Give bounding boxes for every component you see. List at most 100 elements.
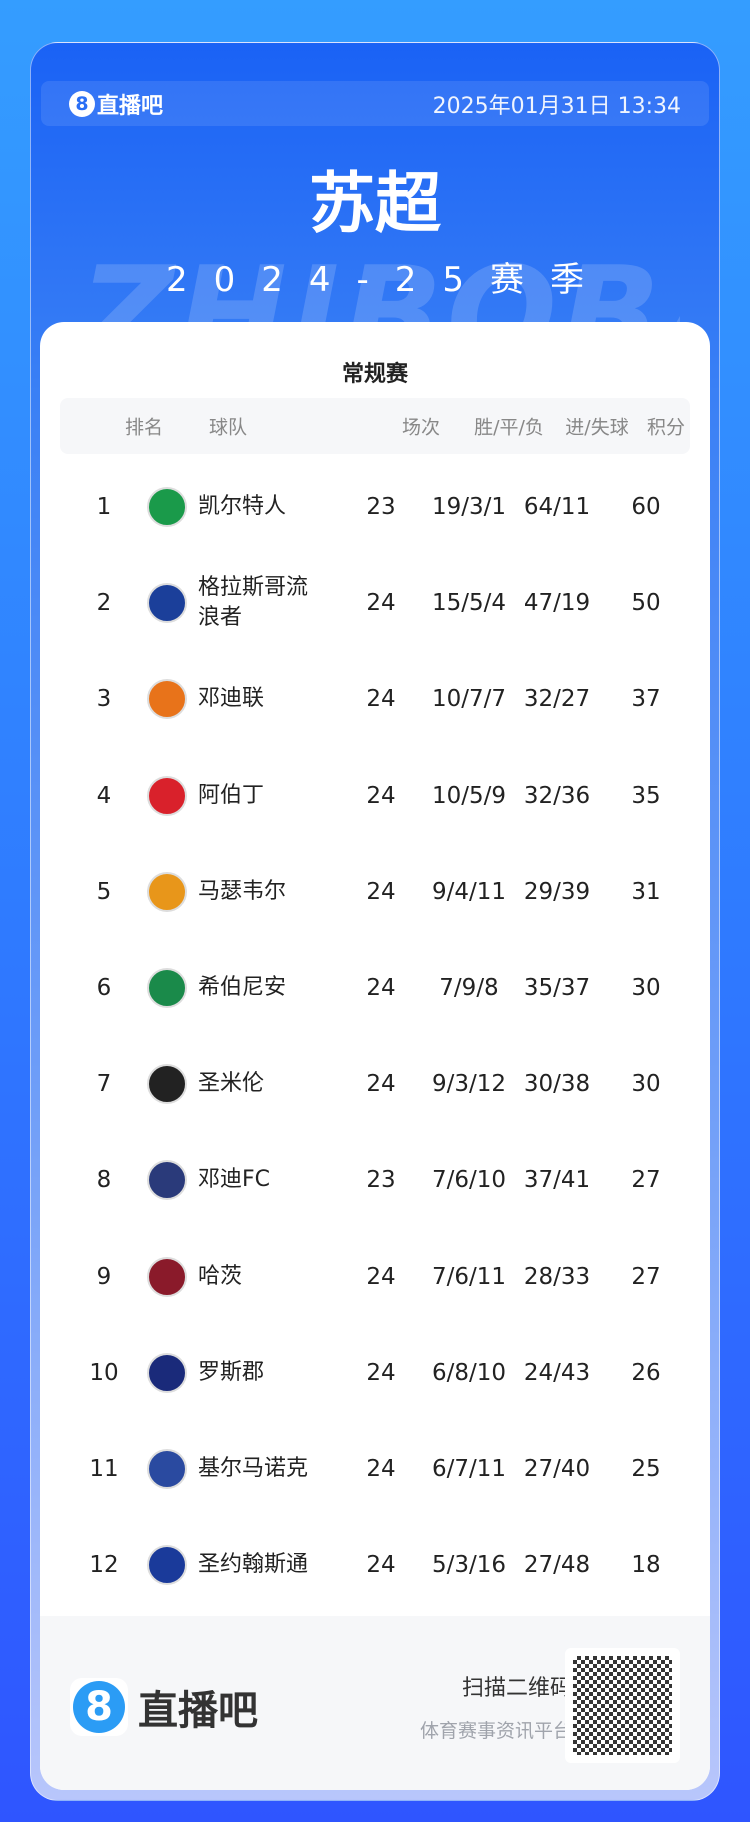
rank: 10 <box>89 1359 119 1386</box>
table-row[interactable]: 2 格拉斯哥流浪者 24 15/5/4 47/19 50 <box>40 555 710 651</box>
wdl: 19/3/1 <box>431 494 507 520</box>
footer-brand: 8 直播吧 <box>70 1678 258 1736</box>
goals: 28/33 <box>523 1263 591 1290</box>
datetime: 2025年01月31日 13:34 <box>432 93 681 119</box>
rank: 8 <box>96 1167 112 1194</box>
points: 18 <box>631 1552 661 1579</box>
wdl: 7/6/10 <box>431 1167 507 1194</box>
rank: 1 <box>96 494 112 520</box>
wdl: 9/4/11 <box>431 878 507 905</box>
col-played: 场次 <box>401 416 441 439</box>
points: 30 <box>631 975 661 1001</box>
team-logo-icon <box>147 583 187 624</box>
team-name: 圣米伦 <box>198 1071 265 1097</box>
rank: 12 <box>89 1552 119 1579</box>
goals: 30/38 <box>523 1071 591 1098</box>
table-row[interactable]: 5 马瑟韦尔 24 9/4/11 29/39 31 <box>40 844 710 940</box>
goals: 47/19 <box>523 590 591 617</box>
rank: 5 <box>96 878 112 905</box>
played: 24 <box>366 878 396 905</box>
table-header: 排名 球队 场次 胜/平/负 进/失球 积分 <box>60 398 690 454</box>
played: 23 <box>366 1167 396 1194</box>
team-logo-icon <box>147 1064 187 1105</box>
wdl: 10/7/7 <box>431 686 507 713</box>
wdl: 5/3/16 <box>431 1552 507 1579</box>
standings-card: 常规赛 排名 球队 场次 胜/平/负 进/失球 积分 1 凯尔特人 23 19/… <box>40 322 710 1790</box>
table-row[interactable]: 12 圣约翰斯通 24 5/3/16 27/48 18 <box>40 1517 710 1613</box>
table-row[interactable]: 8 邓迪FC 23 7/6/10 37/41 27 <box>40 1132 710 1228</box>
team-logo-icon <box>147 679 187 720</box>
goals: 24/43 <box>523 1359 591 1386</box>
brand-name: 直播吧 <box>97 93 164 119</box>
played: 24 <box>366 686 396 713</box>
points: 27 <box>631 1167 661 1194</box>
team-name: 邓迪FC <box>198 1167 271 1193</box>
rank: 2 <box>96 590 112 617</box>
played: 24 <box>366 782 396 809</box>
team-logo-icon <box>147 487 187 527</box>
rank: 7 <box>96 1071 112 1098</box>
points: 27 <box>631 1263 661 1290</box>
table-row[interactable]: 11 基尔马诺克 24 6/7/11 27/40 25 <box>40 1421 710 1517</box>
col-rank: 排名 <box>124 416 164 439</box>
rank: 4 <box>96 782 112 809</box>
table-row[interactable]: 10 罗斯郡 24 6/8/10 24/43 26 <box>40 1325 710 1421</box>
season-label: 2024-25赛季 <box>165 260 611 300</box>
rank: 9 <box>96 1263 112 1290</box>
rank: 11 <box>89 1456 119 1482</box>
played: 23 <box>366 494 396 520</box>
watermark: ZHIBOBA <box>80 238 680 322</box>
team-logo-icon <box>147 1352 187 1393</box>
wdl: 7/9/8 <box>439 975 499 1001</box>
team-logo-icon <box>147 871 187 912</box>
top-bar: 8 直播吧 2025年01月31日 13:34 <box>41 81 709 126</box>
points: 37 <box>631 686 661 713</box>
goals: 32/36 <box>523 782 591 809</box>
points: 26 <box>631 1359 661 1386</box>
team-name: 阿伯丁 <box>198 782 265 808</box>
qr-pattern-icon <box>573 1656 672 1755</box>
team-name: 罗斯郡 <box>198 1359 265 1385</box>
points: 31 <box>631 878 661 905</box>
goals: 35/37 <box>523 975 591 1001</box>
played: 24 <box>366 1456 396 1482</box>
team-name: 邓迪联 <box>198 686 265 712</box>
team-logo-icon <box>147 1256 187 1297</box>
goals: 32/27 <box>523 686 591 713</box>
team-name: 格拉斯哥流浪者 <box>198 575 309 631</box>
goals: 27/40 <box>523 1456 591 1482</box>
qr-code[interactable] <box>565 1648 680 1763</box>
col-points: 积分 <box>646 416 686 439</box>
table-row[interactable]: 4 阿伯丁 24 10/5/9 32/36 35 <box>40 748 710 844</box>
team-name: 凯尔特人 <box>198 494 287 519</box>
team-logo-icon <box>147 1160 187 1201</box>
rank: 6 <box>96 975 112 1001</box>
wdl: 7/6/11 <box>431 1263 507 1290</box>
col-wdl: 胜/平/负 <box>474 416 544 439</box>
tagline: 体育赛事资讯平台 <box>419 1720 572 1742</box>
table-row[interactable]: 6 希伯尼安 24 7/9/8 35/37 30 <box>40 940 710 1036</box>
table-row[interactable]: 7 圣米伦 24 9/3/12 30/38 30 <box>40 1036 710 1132</box>
team-logo-icon <box>147 968 187 1008</box>
played: 24 <box>366 1263 396 1290</box>
team-name: 马瑟韦尔 <box>198 878 287 904</box>
points: 50 <box>631 590 661 617</box>
col-goals: 进/失球 <box>565 416 629 439</box>
wdl: 6/8/10 <box>431 1359 507 1386</box>
wdl: 10/5/9 <box>431 782 507 809</box>
team-logo-icon <box>147 1449 187 1489</box>
table-row[interactable]: 3 邓迪联 24 10/7/7 32/27 37 <box>40 651 710 747</box>
page-title: 苏超 <box>309 165 441 242</box>
brand-logo: 8 直播吧 <box>69 88 163 120</box>
goals: 64/11 <box>523 494 591 520</box>
played: 24 <box>366 975 396 1001</box>
played: 24 <box>366 1552 396 1579</box>
brand-eight-icon: 8 <box>70 1678 128 1736</box>
wdl: 6/7/11 <box>431 1456 507 1482</box>
team-name: 圣约翰斯通 <box>198 1552 309 1578</box>
table-row[interactable]: 9 哈茨 24 7/6/11 28/33 27 <box>40 1229 710 1325</box>
table-row[interactable]: 1 凯尔特人 23 19/3/1 64/11 60 <box>40 459 710 555</box>
points: 60 <box>631 494 661 520</box>
scan-qr-text: 扫描二维码 <box>461 1676 572 1701</box>
team-name: 哈茨 <box>198 1263 243 1289</box>
